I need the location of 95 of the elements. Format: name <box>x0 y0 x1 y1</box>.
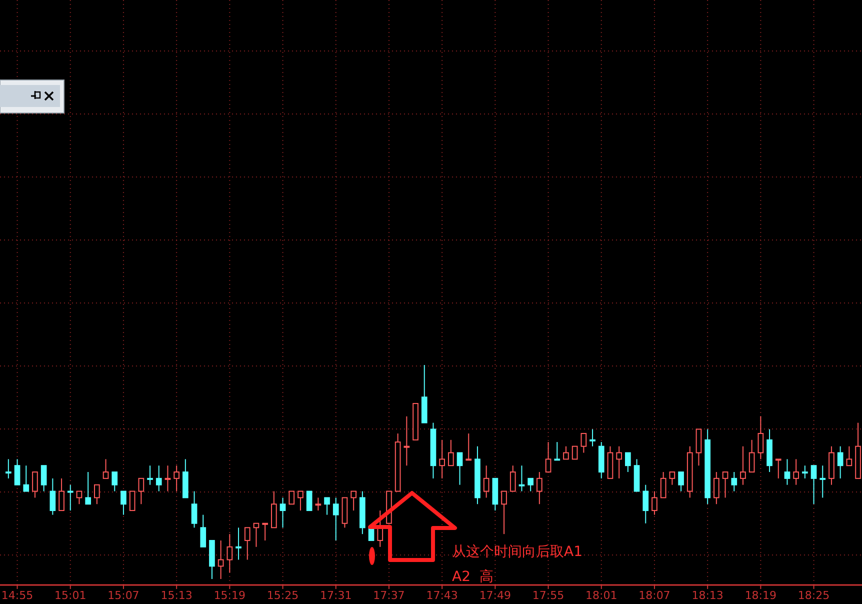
x-tick-label: 17:49 <box>479 589 512 602</box>
candlestick <box>67 484 74 512</box>
x-tick-label: 15:13 <box>160 589 192 602</box>
candlestick <box>510 465 516 492</box>
x-tick-label: 18:07 <box>638 589 670 602</box>
candlestick <box>288 490 295 505</box>
candlestick <box>810 465 817 505</box>
candlestick <box>625 452 631 472</box>
candlestick <box>775 458 782 479</box>
candlestick <box>350 490 356 512</box>
candlestick <box>722 472 728 498</box>
candlestick <box>404 416 410 466</box>
x-tick-label: 15:01 <box>54 589 86 602</box>
candlestick <box>572 446 578 460</box>
x-tick-label: 18:01 <box>586 589 618 602</box>
candlestick <box>76 490 82 505</box>
candlestick <box>102 458 109 479</box>
candlestick <box>244 527 250 560</box>
candlestick <box>156 465 162 492</box>
candlestick <box>652 490 658 516</box>
candlestick <box>298 490 304 512</box>
candlestick <box>802 465 808 479</box>
candlestick <box>660 472 666 498</box>
candlestick <box>714 472 720 505</box>
candlestick <box>554 442 560 461</box>
candlestick <box>174 465 180 492</box>
annotation: A2 高 <box>452 569 494 585</box>
x-tick-label: 15:25 <box>266 589 299 602</box>
candlestick <box>448 439 454 466</box>
candlestick <box>501 490 507 535</box>
candlestick <box>669 472 676 486</box>
candlestick <box>23 465 30 492</box>
x-tick-label: 17:31 <box>320 589 352 602</box>
candlestick <box>748 439 755 472</box>
candlestick <box>40 465 47 492</box>
candlestick <box>332 497 339 541</box>
candlestick <box>271 490 277 528</box>
x-tick-label: 14:55 <box>1 589 34 602</box>
candlestick <box>456 452 463 486</box>
candlestick <box>280 497 286 528</box>
candlestick <box>324 497 330 516</box>
candlestick <box>236 527 242 560</box>
x-tick-label: 15:19 <box>214 589 246 602</box>
candlestick <box>820 465 826 498</box>
candlestick <box>129 490 136 512</box>
candlestick <box>218 540 224 580</box>
x-tick-label: 15:07 <box>108 589 140 602</box>
candlestick <box>94 484 100 505</box>
candlestick <box>32 472 38 498</box>
candlestick <box>58 478 64 512</box>
candlestick <box>518 465 525 492</box>
candlestick <box>483 465 490 498</box>
candlestick <box>563 446 569 460</box>
candlestick <box>315 497 322 512</box>
candlestick <box>528 478 534 492</box>
candlestick <box>793 458 799 486</box>
x-tick-label: 18:19 <box>744 589 777 602</box>
candlestick <box>466 432 472 461</box>
x-tick-label: 17:37 <box>373 589 405 602</box>
candlestick <box>50 478 56 516</box>
x-tick-label: 17:43 <box>426 589 458 602</box>
candlestick <box>226 534 233 574</box>
candlestick <box>439 439 445 479</box>
candlestick <box>696 428 702 466</box>
candlestick <box>580 432 587 454</box>
x-tick-label: 18:25 <box>798 589 830 602</box>
candlestick <box>731 472 738 492</box>
candlestick <box>368 527 374 541</box>
candlestick <box>590 428 596 447</box>
candlestick <box>545 442 552 472</box>
candlestick <box>846 446 852 466</box>
candlestick <box>14 458 20 486</box>
candlestick <box>200 514 206 548</box>
candlestick <box>85 472 91 505</box>
candlestick <box>616 446 622 479</box>
candlestick <box>112 472 118 492</box>
candlestick <box>758 416 764 460</box>
candlestick <box>678 472 684 492</box>
candlestick <box>191 490 198 528</box>
x-tick-label: 18:13 <box>692 589 724 602</box>
candlestick <box>784 458 790 486</box>
candlestick <box>138 478 144 505</box>
candlestick <box>253 522 260 548</box>
candlestick <box>306 490 312 512</box>
x-tick-label: 17:55 <box>532 589 564 602</box>
candlestick <box>642 484 649 524</box>
candlestick <box>740 446 746 486</box>
candlestick <box>536 472 542 505</box>
candlestick <box>262 522 268 541</box>
candlestick <box>837 446 844 479</box>
candlestick <box>6 458 12 479</box>
candlestick <box>164 465 171 492</box>
candlestick <box>147 465 153 486</box>
annotation: 从这个时间向后取A1 <box>452 544 582 560</box>
candlestick <box>120 490 126 516</box>
